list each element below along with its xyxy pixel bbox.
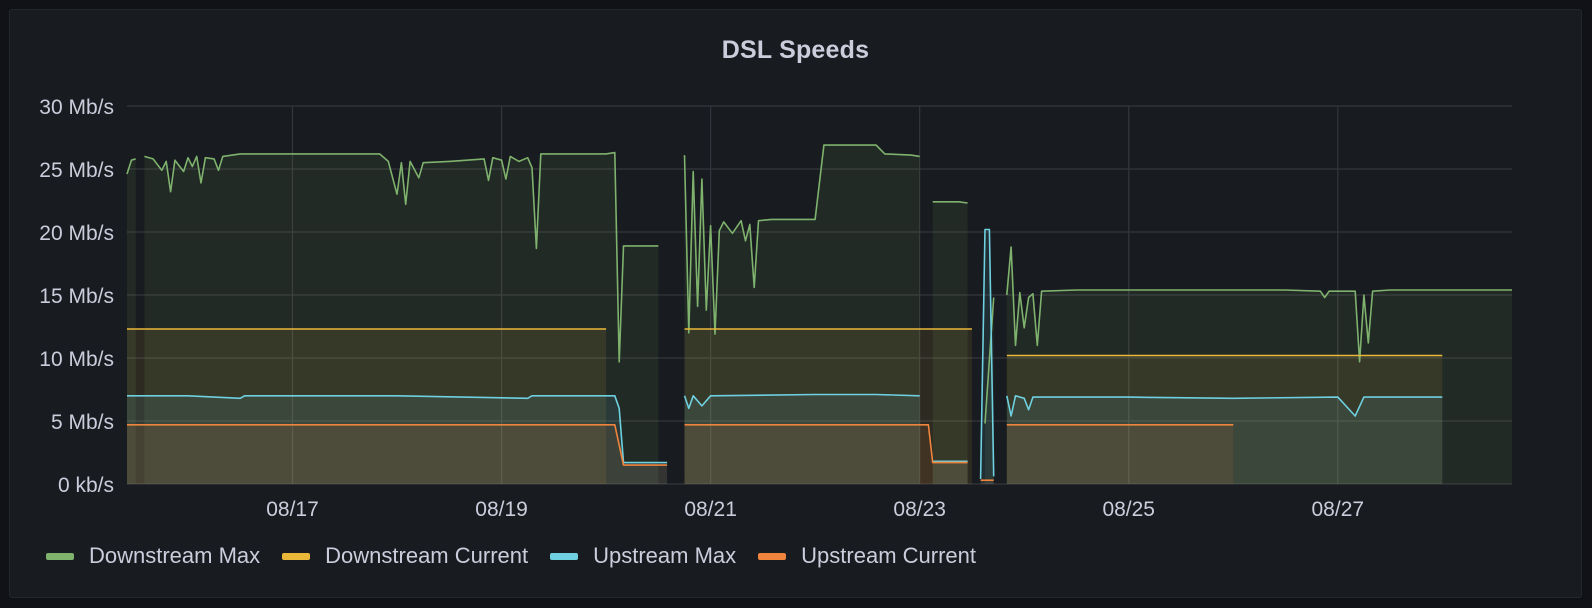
series-area-downstream-current <box>684 329 972 484</box>
series-line-upstream-current[interactable] <box>127 424 668 466</box>
graph-panel: DSL Speeds <box>9 9 1582 598</box>
series-area-downstream-max <box>127 158 136 484</box>
series-area-downstream-max <box>144 152 659 484</box>
legend-swatch-upstream-max <box>550 552 579 560</box>
grid <box>127 105 1512 485</box>
legend-label-upstream-max: Upstream Max <box>593 543 737 568</box>
x-tick-label: 08/19 <box>475 498 528 521</box>
series-area-downstream-max <box>684 145 920 484</box>
panel-title[interactable]: DSL Speeds <box>721 36 870 64</box>
series-line-downstream-max[interactable] <box>984 297 995 424</box>
legend-item-downstream-current[interactable]: Downstream Current <box>282 543 528 569</box>
y-tick-label: 10 Mb/s <box>39 348 114 371</box>
series-area-downstream-max <box>932 201 968 485</box>
series-area-downstream-current <box>1006 355 1443 484</box>
x-tick-label: 08/17 <box>266 498 319 521</box>
y-axis: 0 kb/s 5 Mb/s 10 Mb/s 15 Mb/s 20 Mb/s 25 Mb/s… <box>39 96 114 497</box>
y-tick-label: 15 Mb/s <box>39 285 114 308</box>
y-tick-label: 20 Mb/s <box>39 222 114 245</box>
series-area-upstream-current <box>1006 424 1234 484</box>
x-tick-label: 08/27 <box>1312 498 1365 521</box>
series-line-upstream-max[interactable] <box>683 393 920 410</box>
series-lines <box>126 144 1512 481</box>
series-area-upstream-max <box>684 394 920 484</box>
legend-item-upstream-max[interactable]: Upstream Max <box>550 543 736 569</box>
legend-label-downstream-max: Downstream Max <box>89 543 261 568</box>
y-tick-label: 30 Mb/s <box>39 96 114 119</box>
legend: Downstream Max Downstream Current Upstre… <box>46 543 976 569</box>
series-area-upstream-current <box>127 424 668 484</box>
series-line-downstream-max[interactable] <box>683 144 920 335</box>
series-line-upstream-current[interactable] <box>684 424 968 464</box>
x-axis: 08/17 08/19 08/21 08/23 08/25 08/27 <box>266 498 1364 521</box>
x-tick-label: 08/25 <box>1102 498 1155 521</box>
legend-item-downstream-max[interactable]: Downstream Max <box>46 543 260 569</box>
y-tick-label: 0 kb/s <box>58 474 114 497</box>
series-line-upstream-max[interactable] <box>979 228 995 480</box>
y-tick-label: 5 Mb/s <box>51 411 114 434</box>
series-area-upstream-max <box>127 395 668 484</box>
legend-label-upstream-current: Upstream Current <box>801 543 976 568</box>
series-area-downstream-current <box>127 329 607 484</box>
legend-swatch-downstream-max <box>46 552 74 560</box>
x-tick-label: 08/23 <box>893 498 946 521</box>
series-area-upstream-max <box>1006 395 1443 484</box>
legend-label-downstream-current: Downstream Current <box>325 543 529 568</box>
series-areas <box>127 145 1512 485</box>
series-line-downstream-max[interactable] <box>144 151 659 363</box>
x-tick-label: 08/21 <box>684 498 737 521</box>
series-area-upstream-current <box>684 424 968 484</box>
series-line-downstream-max[interactable] <box>1006 246 1512 363</box>
series-area-upstream-max <box>932 461 968 484</box>
series-line-upstream-max[interactable] <box>1006 395 1443 417</box>
legend-item-upstream-current[interactable]: Upstream Current <box>758 543 976 569</box>
legend-swatch-upstream-current <box>758 552 787 560</box>
series-area-upstream-current <box>980 480 994 484</box>
series-line-upstream-max[interactable] <box>127 395 668 464</box>
series-line-downstream-max[interactable] <box>126 158 136 175</box>
series-line-downstream-max[interactable] <box>932 201 968 204</box>
y-tick-label: 25 Mb/s <box>39 159 114 182</box>
legend-swatch-downstream-current <box>282 552 311 560</box>
